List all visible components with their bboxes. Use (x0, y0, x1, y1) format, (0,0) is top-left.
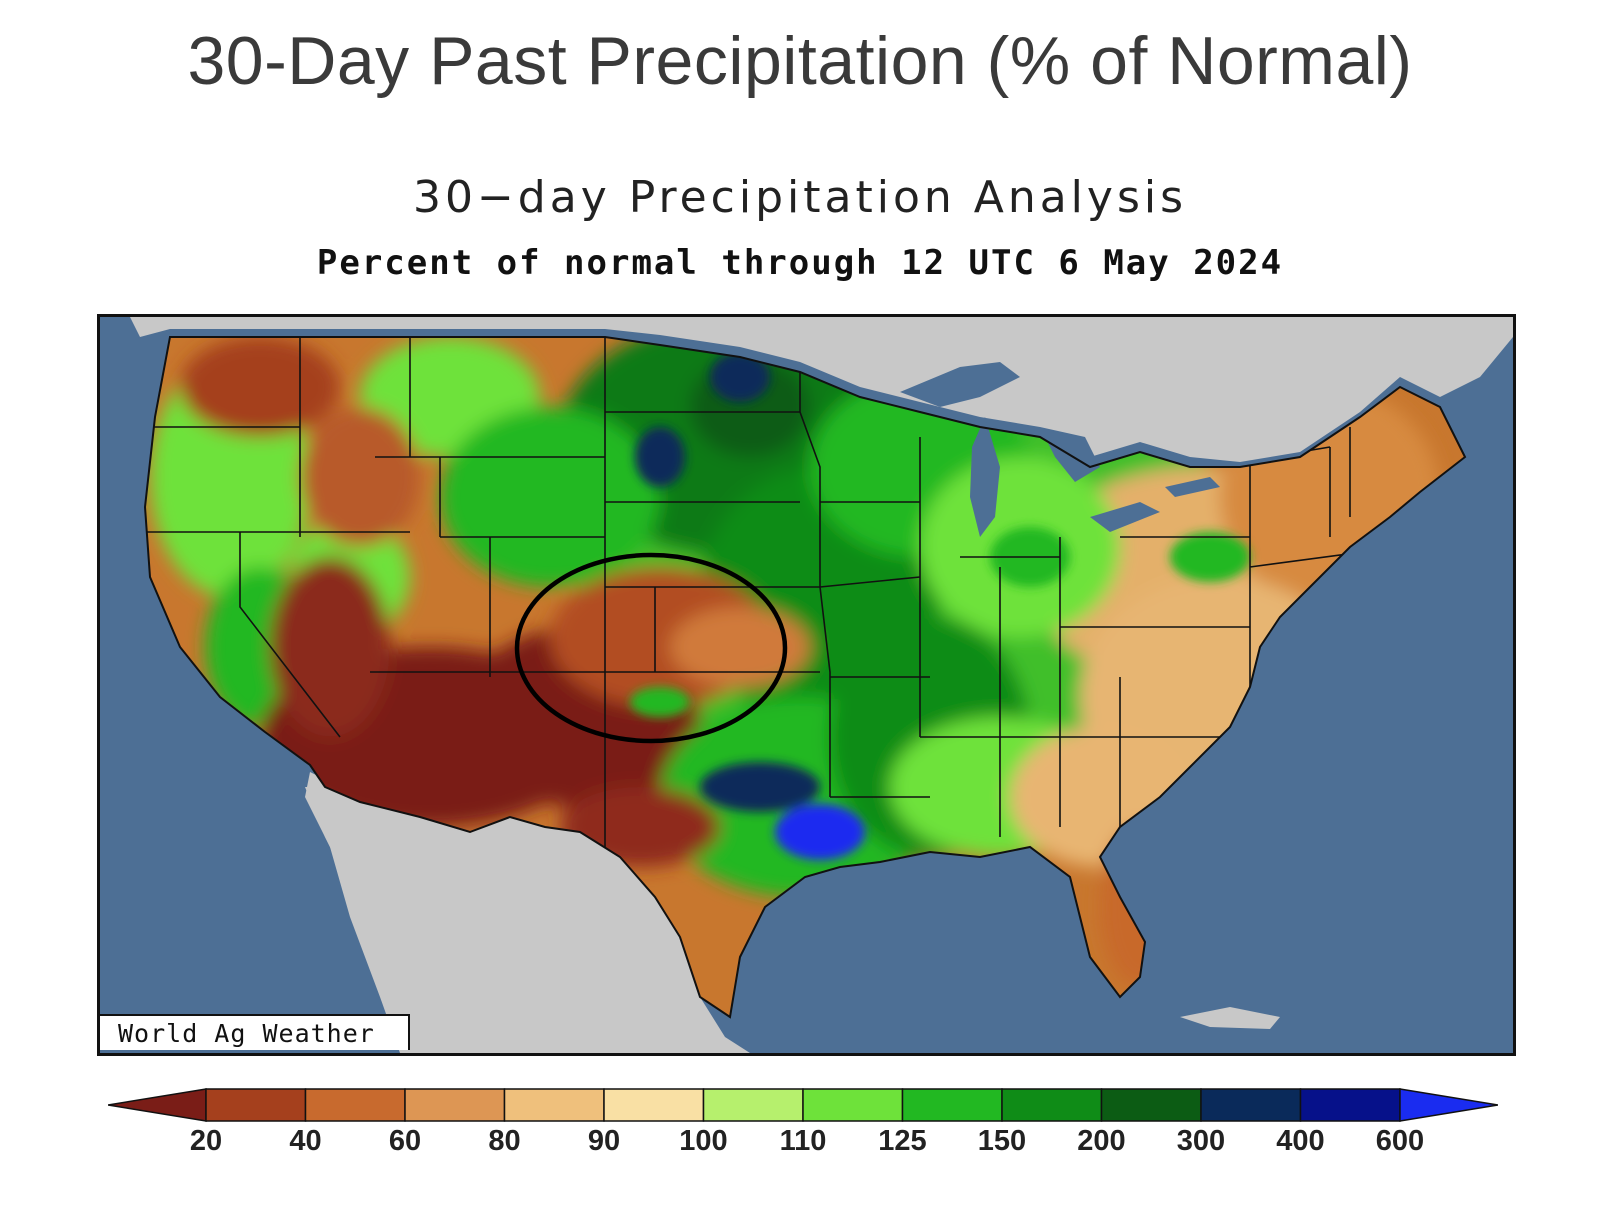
lake-ontario (1165, 477, 1220, 497)
legend-swatch (802, 1088, 904, 1122)
legend-swatch (404, 1088, 506, 1122)
legend-tick-label: 100 (679, 1125, 728, 1157)
legend-swatch (1100, 1088, 1202, 1122)
legend-tick-label: 20 (189, 1125, 223, 1157)
legend-swatch (603, 1088, 705, 1122)
lake-superior (900, 362, 1020, 407)
legend-swatch (304, 1088, 406, 1122)
color-scale-bar (107, 1088, 1499, 1122)
legend-tick-label: 600 (1375, 1125, 1425, 1157)
precipitation-map (97, 314, 1516, 1056)
lake-michigan (970, 417, 1000, 537)
mexico-landmass (305, 772, 750, 1053)
map-title: 30−day Precipitation Analysis (412, 172, 1188, 223)
highlight-ellipse (514, 552, 788, 744)
legend-swatch (901, 1088, 1003, 1122)
legend-tick-label: 80 (488, 1125, 521, 1157)
map-canvas (100, 317, 1513, 1053)
legend-arrow-high (1399, 1088, 1499, 1122)
legend-tick-label: 125 (878, 1125, 927, 1157)
legend-swatch (702, 1088, 804, 1122)
legend-tick-label: 150 (977, 1125, 1027, 1157)
legend-swatch (1299, 1088, 1401, 1122)
legend-swatch (205, 1088, 307, 1122)
cuba-landmass (1180, 1007, 1280, 1029)
legend-tick-label: 60 (388, 1125, 422, 1157)
canada-landmass (130, 317, 1513, 462)
legend-tick-label: 300 (1176, 1125, 1226, 1157)
legend-swatch (1001, 1088, 1103, 1122)
lake-erie (1090, 502, 1160, 532)
legend-tick-label: 200 (1077, 1125, 1126, 1157)
legend-tick-label: 110 (779, 1125, 827, 1157)
legend-swatch (503, 1088, 605, 1122)
baja-peninsula (305, 787, 440, 1053)
map-subtitle: Percent of normal through 12 UTC 6 May 2… (316, 243, 1284, 283)
legend-arrow-low (107, 1088, 207, 1122)
legend-tick-label: 40 (289, 1125, 322, 1157)
credit-label: World Ag Weather (100, 1014, 410, 1050)
page-title: 30-Day Past Precipitation (% of Normal) (187, 23, 1413, 99)
legend-tick-label: 400 (1276, 1125, 1325, 1157)
legend-tick-label: 90 (587, 1125, 621, 1157)
color-scale-legend: 20 40 60 80 90 100 110 125 150 200 300 400 600 (107, 1085, 1499, 1175)
legend-swatch (1200, 1088, 1302, 1122)
